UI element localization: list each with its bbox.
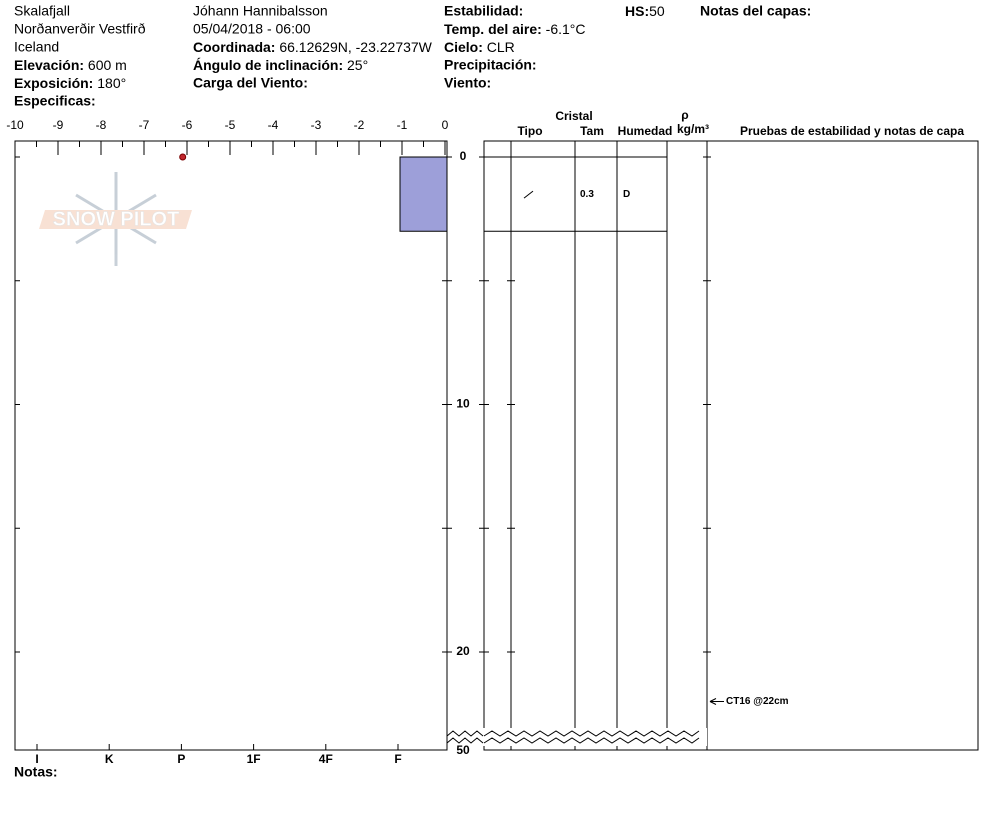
value: 66.12629N, -23.22737W [279,39,432,55]
depth-label: 10 [456,397,470,411]
header-tests: Pruebas de estabilidad y notas de capa [740,124,964,138]
temp-tick-label: -5 [225,118,236,132]
test-arrowhead [709,698,717,705]
label: Temp. del aire: [444,21,542,37]
temp-tick-label: -10 [6,118,24,132]
region: Norðanverðir Vestfirð [14,21,146,37]
label: Exposición: [14,75,93,91]
label: Elevación: [14,57,84,73]
site: Skalafjall [14,3,70,19]
coordinates: Coordinada: 66.12629N, -23.22737W [193,39,433,55]
hardness-label: P [177,752,185,766]
value: -6.1°C [546,21,586,37]
header-moisture: Humedad [618,124,673,138]
depth-label: 20 [456,644,470,658]
label: HS: [625,3,649,19]
header-density-unit: kg/m³ [677,122,709,136]
wind: Viento: [444,75,491,91]
depth-label: 0 [460,149,467,163]
hardness-label: 1F [247,752,261,766]
table-columns [510,141,708,750]
header-type: Tipo [517,124,542,138]
temp-tick-label: 0 [442,118,449,132]
precipitation: Precipitación: [444,57,537,73]
value: 600 m [88,57,127,73]
profile-frame [14,140,448,751]
country: Iceland [14,39,59,55]
temp-tick-label: -8 [96,118,107,132]
observer: Jóhann Hannibalsson [193,3,328,19]
label: Coordinada: [193,39,275,55]
temp-point [179,153,187,161]
slope: Ángulo de inclinación: 25° [193,57,368,73]
value: CLR [487,39,515,55]
value: 180° [97,75,126,91]
hardness-label: F [394,752,401,766]
temp-tick-label: -2 [354,118,365,132]
logo-text: SNOW PILOT [53,208,180,230]
test-label: CT16 @22cm [726,696,789,707]
logo-band [39,210,192,229]
hs: HS:50 [625,3,665,19]
temp-tick-label: -9 [53,118,64,132]
sky: Cielo: CLR [444,39,515,55]
stability: Estabilidad: [444,3,523,19]
specifics: Especificas: [14,93,96,109]
elevation: Elevación: 600 m [14,57,127,73]
table-headers: Cristal Tipo Tam Humedad ρ kg/m³ Pruebas… [517,108,964,138]
hs-depth-label: 50 [456,743,470,757]
hardness-label: 4F [319,752,333,766]
temp-tick-label: -6 [182,118,193,132]
wind-loading: Carga del Viento: [193,75,308,91]
label: Cielo: [444,39,483,55]
header-crystal: Cristal [555,109,592,123]
grain-symbol [523,190,534,199]
temp-tick-label: -4 [268,118,279,132]
table-frame [483,140,979,751]
hardness-label: K [105,752,114,766]
notes: Notas: [14,764,58,780]
temp-tick-label: -1 [397,118,408,132]
header: Skalafjall Norðanverðir Vestfirð Iceland… [14,3,811,109]
header-size: Tam [580,124,604,138]
header-density: ρ [681,108,688,122]
value: 25° [347,57,368,73]
label: Ángulo de inclinación: [193,57,343,73]
watermark: SNOW PILOT [39,172,192,266]
layer-hardness [399,156,448,232]
break-line [446,737,700,744]
break-line [446,730,700,737]
temp-tick-label: -3 [311,118,322,132]
value: 50 [649,3,665,19]
datetime: 05/04/2018 - 06:00 [193,21,311,37]
temp-tick-label: -7 [139,118,150,132]
aspect: Exposición: 180° [14,75,126,91]
layer-notes: Notas del capas: [700,3,811,19]
moisture: D [623,189,630,200]
air-temp: Temp. del aire: -6.1°C [444,21,586,37]
hardness-label: I [35,752,38,766]
grain-size: 0.3 [580,189,594,200]
